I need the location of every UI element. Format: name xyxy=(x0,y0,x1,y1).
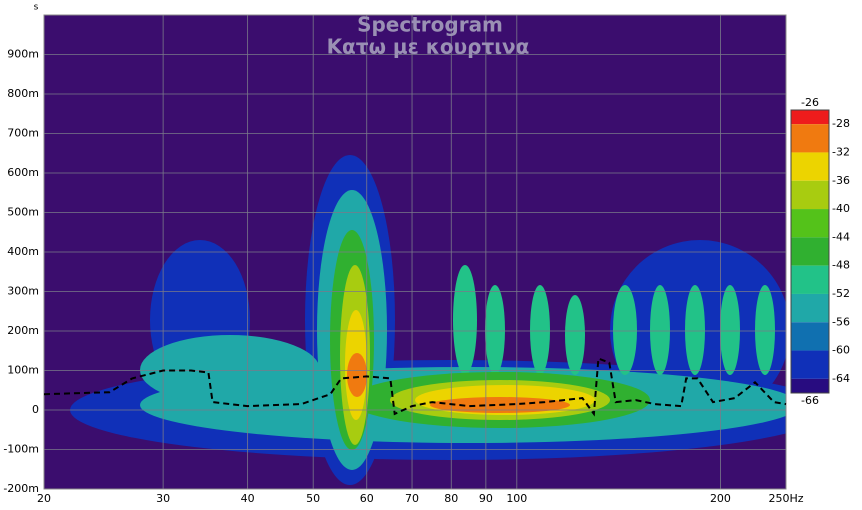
colorbar-frame xyxy=(790,109,830,394)
colorbar-band xyxy=(791,265,829,294)
x-tick-label: 100 xyxy=(506,492,527,505)
plot-frame xyxy=(43,14,787,490)
colorbar-band xyxy=(791,209,829,238)
colorbar-band xyxy=(791,322,829,351)
colorbar-band xyxy=(791,180,829,210)
colorbar-band xyxy=(791,152,829,181)
contour xyxy=(530,285,550,375)
colorbar-label: -52 xyxy=(832,287,850,300)
contours xyxy=(70,155,786,485)
colorbar-label: -44 xyxy=(832,230,850,243)
colorbar-label: -48 xyxy=(832,259,850,272)
colorbar-label: -56 xyxy=(832,315,850,328)
y-tick-label: 900m xyxy=(7,48,39,61)
colorbar-label: -26 xyxy=(801,96,819,109)
x-tick-label: 90 xyxy=(479,492,493,505)
colorbar-band xyxy=(791,350,829,379)
colorbar-label: -36 xyxy=(832,174,850,187)
colorbar-label: -28 xyxy=(832,117,850,130)
contour xyxy=(453,265,477,375)
peaks xyxy=(453,265,775,375)
contour xyxy=(613,285,637,375)
colorbar-band xyxy=(791,124,829,153)
y-tick-label: -100m xyxy=(3,443,39,456)
x-tick-label: 200 xyxy=(710,492,731,505)
chart-title: Spectrogram xyxy=(357,13,503,37)
x-tick-label: 80 xyxy=(444,492,458,505)
grid xyxy=(43,15,787,490)
contour xyxy=(650,285,670,375)
y-tick-label: 100m xyxy=(7,364,39,377)
contour xyxy=(755,285,775,375)
contour xyxy=(485,285,505,375)
contour xyxy=(565,295,585,375)
y-tick-label: 600m xyxy=(7,166,39,179)
decay-line xyxy=(43,357,787,417)
x-tick-label: 20 xyxy=(37,492,51,505)
x-tick-label: 250Hz xyxy=(768,492,803,505)
contour xyxy=(720,285,740,375)
colorbar-label: -66 xyxy=(801,394,819,407)
x-tick-label: 30 xyxy=(156,492,170,505)
contour xyxy=(140,335,320,405)
colorbar-label: -64 xyxy=(832,372,850,385)
y-tick-label: 800m xyxy=(7,87,39,100)
colorbar-band xyxy=(791,378,829,393)
contour xyxy=(685,285,705,375)
colorbar-band xyxy=(791,110,829,125)
y-tick-label: 200m xyxy=(7,324,39,337)
colorbar-band xyxy=(791,293,829,323)
colorbar-label: -40 xyxy=(832,202,850,215)
y-tick-label: 500m xyxy=(7,206,39,219)
x-tick-label: 60 xyxy=(360,492,374,505)
y-tick-label: 400m xyxy=(7,245,39,258)
colorbar-label: -60 xyxy=(832,344,850,357)
x-tick-label: 70 xyxy=(405,492,419,505)
y-tick-label: 700m xyxy=(7,127,39,140)
chart-subtitle: Κατω με κουρτινα xyxy=(327,35,530,59)
x-tick-label: 50 xyxy=(306,492,320,505)
y-tick-label: 0 xyxy=(32,403,39,416)
colorbar-band xyxy=(791,237,829,266)
x-tick-label: 40 xyxy=(241,492,255,505)
colorbar-label: -32 xyxy=(832,145,850,158)
y-axis-unit: s xyxy=(34,3,39,13)
y-tick-label: -200m xyxy=(3,482,39,495)
contour xyxy=(347,353,367,397)
y-tick-label: 300m xyxy=(7,285,39,298)
